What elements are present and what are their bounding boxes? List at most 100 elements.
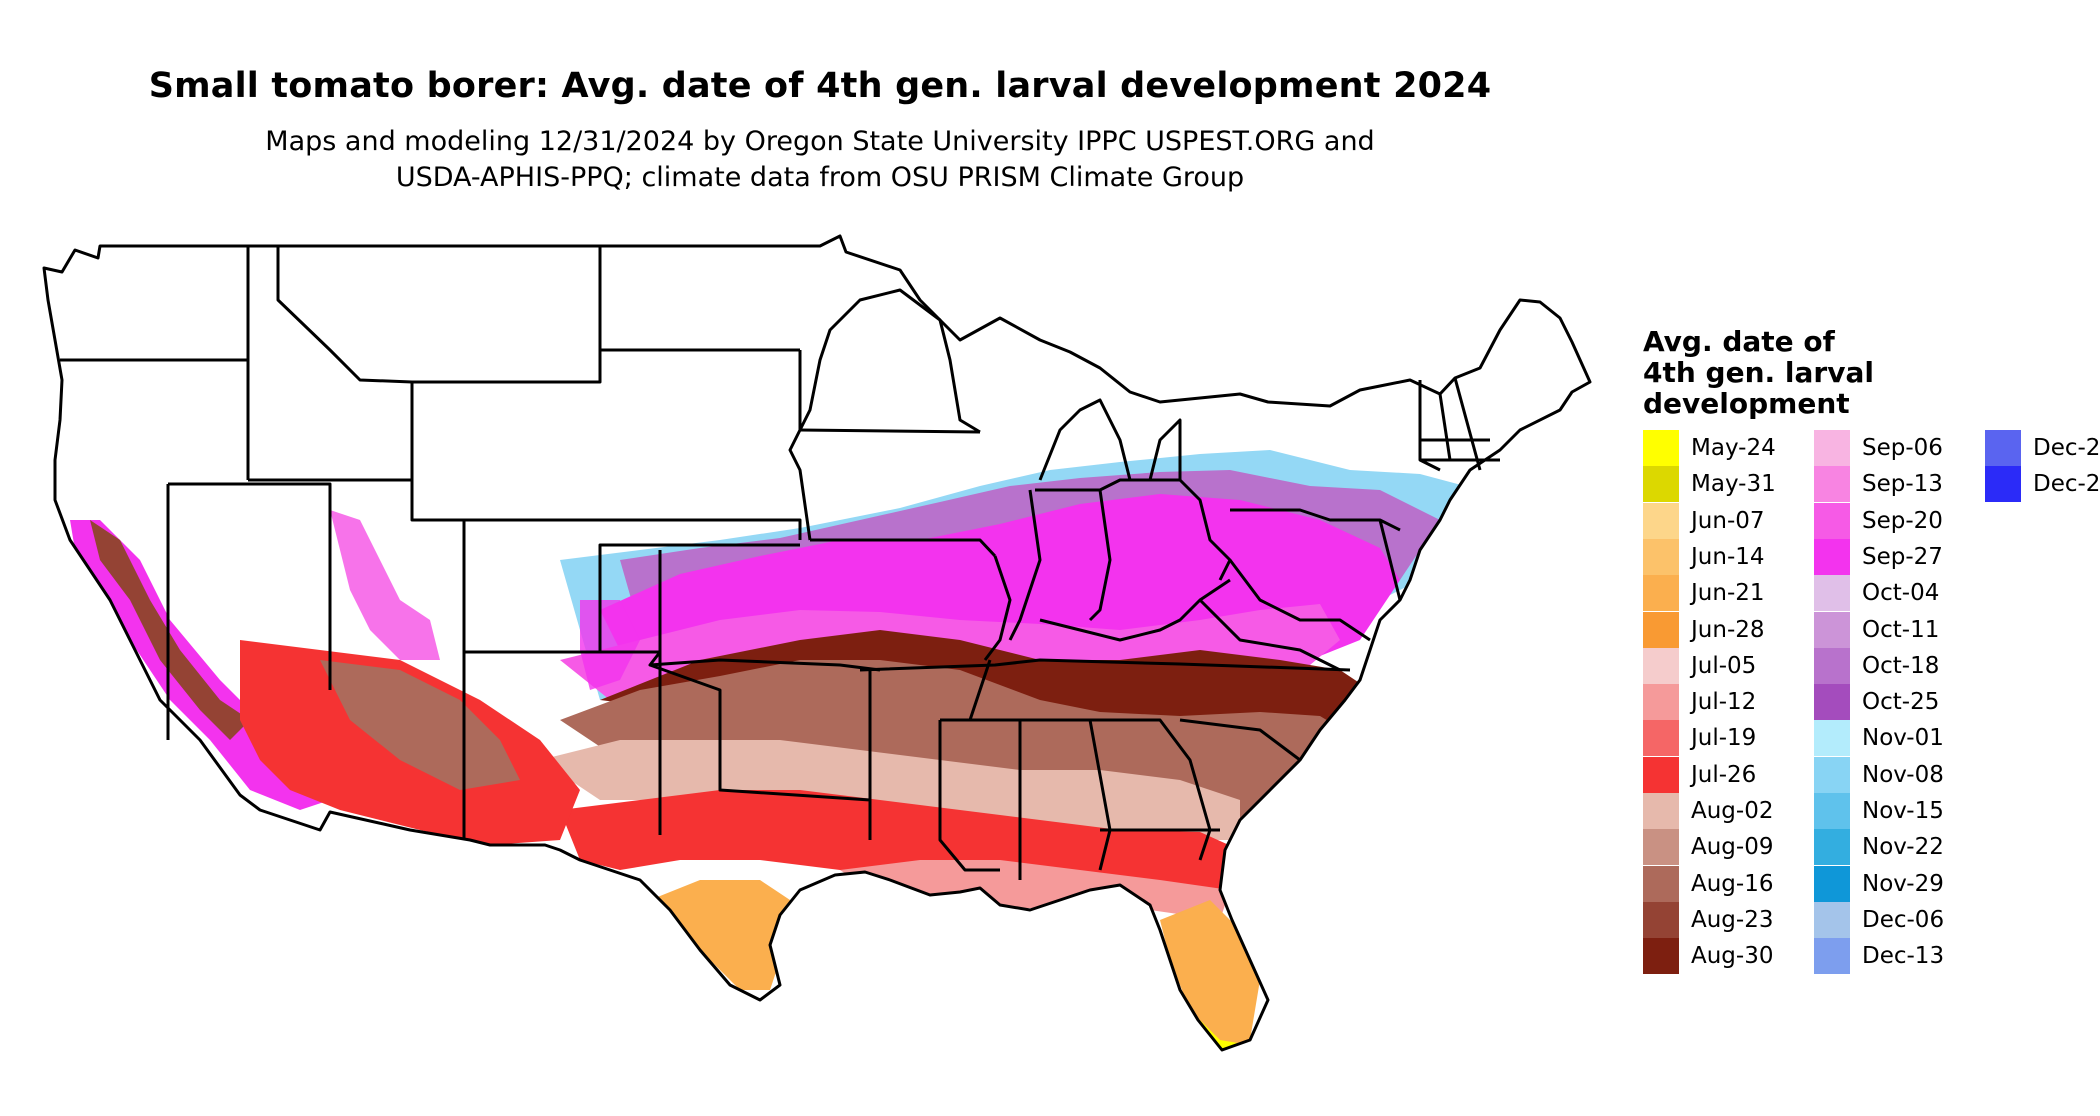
legend-label: Aug-02 xyxy=(1691,798,1774,824)
legend-label: Nov-08 xyxy=(1862,761,1944,788)
legend-item: May-31 xyxy=(1643,466,1776,503)
legend-swatch xyxy=(1643,647,1679,684)
legend-label: May-24 xyxy=(1691,435,1776,461)
legend-label: Nov-01 xyxy=(1862,725,1944,752)
legend-swatch xyxy=(1814,611,1850,648)
legend-swatch xyxy=(1814,720,1850,757)
legend-swatch xyxy=(1814,575,1850,612)
legend-swatch xyxy=(1985,430,2021,466)
legend-swatch xyxy=(1814,647,1850,684)
legend-swatch xyxy=(1643,538,1679,575)
map-subtitle-line-1: Maps and modeling 12/31/2024 by Oregon S… xyxy=(265,126,1375,157)
legend-label: Aug-09 xyxy=(1691,834,1774,861)
legend-swatch xyxy=(1814,901,1850,938)
legend-item: Nov-08 xyxy=(1814,756,1944,793)
legend-item: Aug-23 xyxy=(1643,901,1774,938)
legend-label: Oct-04 xyxy=(1862,580,1940,607)
legend-swatch xyxy=(1643,575,1679,612)
legend-swatch xyxy=(1814,430,1850,466)
legend-swatch xyxy=(1643,684,1679,721)
legend-label: Nov-29 xyxy=(1862,870,1944,897)
legend-swatch xyxy=(1643,938,1679,975)
legend-item: Jun-07 xyxy=(1643,502,1765,539)
legend-item: May-24 xyxy=(1643,430,1776,466)
legend-label: Sep-20 xyxy=(1862,507,1943,534)
legend-item: Oct-11 xyxy=(1814,611,1940,648)
legend-item: Dec-20 xyxy=(1985,430,2100,466)
legend-swatch xyxy=(1643,829,1679,866)
legend-item: Jun-28 xyxy=(1643,611,1765,648)
legend-label: Jul-12 xyxy=(1691,689,1757,716)
legend-label: Aug-30 xyxy=(1691,943,1774,970)
state-boundaries xyxy=(42,234,1592,1052)
legend-item: Jul-12 xyxy=(1643,684,1757,721)
legend-label: Jun-28 xyxy=(1691,616,1765,643)
legend-item: Aug-09 xyxy=(1643,829,1774,866)
legend-label: Jul-26 xyxy=(1691,761,1757,788)
legend-title-line-3: development xyxy=(1643,387,1850,420)
legend-item: Jun-21 xyxy=(1643,575,1765,612)
legend-swatch xyxy=(1643,430,1679,466)
legend-label: Sep-06 xyxy=(1862,435,1943,461)
legend-label: Oct-11 xyxy=(1862,616,1940,643)
legend-title-line-2: 4th gen. larval xyxy=(1643,356,1874,389)
legend-item: Jun-14 xyxy=(1643,538,1765,575)
zone-layer xyxy=(70,450,1480,1050)
legend-item: Dec-06 xyxy=(1814,901,1945,938)
legend-item: Sep-20 xyxy=(1814,502,1943,539)
legend-item: Aug-30 xyxy=(1643,938,1774,975)
legend-swatch xyxy=(1814,538,1850,575)
legend-swatch xyxy=(1643,865,1679,902)
legend-item: Jul-26 xyxy=(1643,756,1757,793)
legend-swatch xyxy=(1814,793,1850,829)
legend-swatch xyxy=(1643,611,1679,648)
legend-title-line-1: Avg. date of xyxy=(1643,325,1835,358)
legend-item: Nov-15 xyxy=(1814,793,1944,829)
legend-label: Jun-21 xyxy=(1691,580,1765,607)
legend-label: Dec-13 xyxy=(1862,943,1945,970)
legend-item: Sep-27 xyxy=(1814,538,1943,575)
legend-label: Dec-27 xyxy=(2033,471,2100,498)
legend-label: Nov-15 xyxy=(1862,798,1944,824)
legend-swatch xyxy=(1643,502,1679,539)
legend-item: Nov-22 xyxy=(1814,829,1944,866)
legend-swatch xyxy=(1643,720,1679,757)
legend-label: Jun-07 xyxy=(1691,507,1765,534)
legend-item: Oct-18 xyxy=(1814,647,1940,684)
legend-swatch xyxy=(1814,756,1850,793)
legend-swatch xyxy=(1643,756,1679,793)
legend-label: Dec-20 xyxy=(2033,435,2100,461)
legend-label: Oct-25 xyxy=(1862,689,1940,716)
legend-label: Nov-22 xyxy=(1862,834,1944,861)
legend-swatch xyxy=(1814,466,1850,503)
legend-swatch xyxy=(1814,938,1850,975)
legend-item: Dec-27 xyxy=(1985,466,2100,503)
legend-item: Aug-02 xyxy=(1643,793,1773,829)
legend-label: May-31 xyxy=(1691,471,1776,498)
legend-label: Oct-18 xyxy=(1862,652,1940,679)
legend-label: Dec-06 xyxy=(1862,906,1945,933)
legend-label: Aug-23 xyxy=(1691,906,1774,933)
legend-swatch xyxy=(1985,466,2021,503)
legend-item: Sep-06 xyxy=(1814,430,1943,466)
legend-label: Jul-19 xyxy=(1691,725,1757,752)
legend-item: Oct-25 xyxy=(1814,684,1940,721)
map-subtitle-line-2: USDA-APHIS-PPQ; climate data from OSU PR… xyxy=(395,162,1245,193)
legend-swatch xyxy=(1643,901,1679,938)
legend-swatch xyxy=(1814,865,1850,902)
legend-swatch xyxy=(1643,466,1679,503)
legend-label: Jul-05 xyxy=(1691,652,1757,679)
legend-swatch xyxy=(1814,502,1850,539)
legend-item: Aug-16 xyxy=(1643,865,1774,902)
legend-item: Jul-05 xyxy=(1643,647,1757,684)
map-title: Small tomato borer: Avg. date of 4th gen… xyxy=(148,66,1492,106)
legend-item: Nov-01 xyxy=(1814,720,1944,757)
legend-title: Avg. date of 4th gen. larval development xyxy=(1643,326,1874,419)
legend-item: Dec-13 xyxy=(1814,938,1945,975)
legend-label: Aug-16 xyxy=(1691,870,1774,897)
legend-item: Sep-13 xyxy=(1814,466,1943,503)
legend-swatch xyxy=(1643,793,1679,829)
legend-item: Jul-19 xyxy=(1643,720,1757,757)
legend-item: Oct-04 xyxy=(1814,575,1940,612)
